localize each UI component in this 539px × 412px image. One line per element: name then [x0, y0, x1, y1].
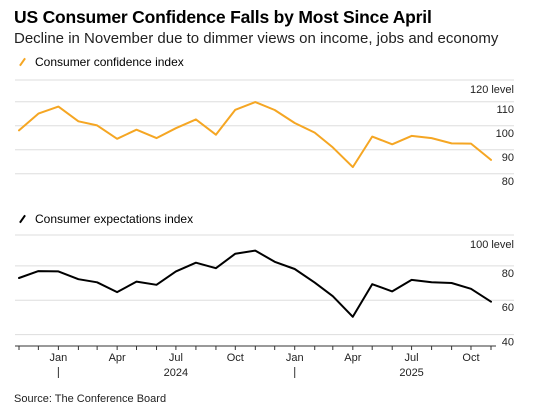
chart-subtitle: Decline in November due to dimmer views …: [14, 30, 499, 47]
y-unit-label: 100 level: [470, 239, 514, 251]
x-year-label: 2025: [399, 367, 423, 379]
y-tick-label: 80: [502, 268, 514, 280]
x-tick-label: Apr: [344, 352, 361, 364]
y-tick-label: 80: [502, 176, 514, 188]
confidence-panel: 120 level 80 90 100 110: [15, 79, 514, 188]
y-tick-label: 110: [496, 104, 514, 116]
source-note: Source: The Conference Board: [14, 393, 167, 405]
legend-label-confidence: Consumer confidence index: [35, 55, 184, 69]
legend-expectations: Consumer expectations index: [18, 212, 193, 226]
x-axis: Jan Apr Jul Oct Jan Apr Jul Oct 2024 2025: [15, 345, 496, 379]
y-unit-label: 120 level: [470, 84, 514, 96]
x-tick-label: Jan: [50, 352, 68, 364]
legend-label-expectations: Consumer expectations index: [35, 212, 194, 226]
x-tick-label: Oct: [462, 352, 479, 364]
expectations-panel: 100 level 40 60 80: [15, 234, 514, 349]
y-tick-label: 40: [502, 337, 514, 349]
y-tick-label: 100: [496, 128, 514, 140]
x-tick-label: Jan: [286, 352, 304, 364]
chart-title: US Consumer Confidence Falls by Most Sin…: [14, 7, 432, 27]
series-line-confidence: [18, 101, 492, 169]
x-tick-label: Jul: [169, 352, 183, 364]
legend-confidence: Consumer confidence index: [18, 55, 184, 69]
x-tick-label: Jul: [405, 352, 419, 364]
x-year-label: 2024: [164, 367, 188, 379]
y-tick-label: 90: [502, 152, 514, 164]
series-line-expectations: [18, 249, 492, 318]
y-tick-label: 60: [502, 302, 514, 314]
x-tick-label: Apr: [109, 352, 126, 364]
x-tick-label: Oct: [227, 352, 244, 364]
